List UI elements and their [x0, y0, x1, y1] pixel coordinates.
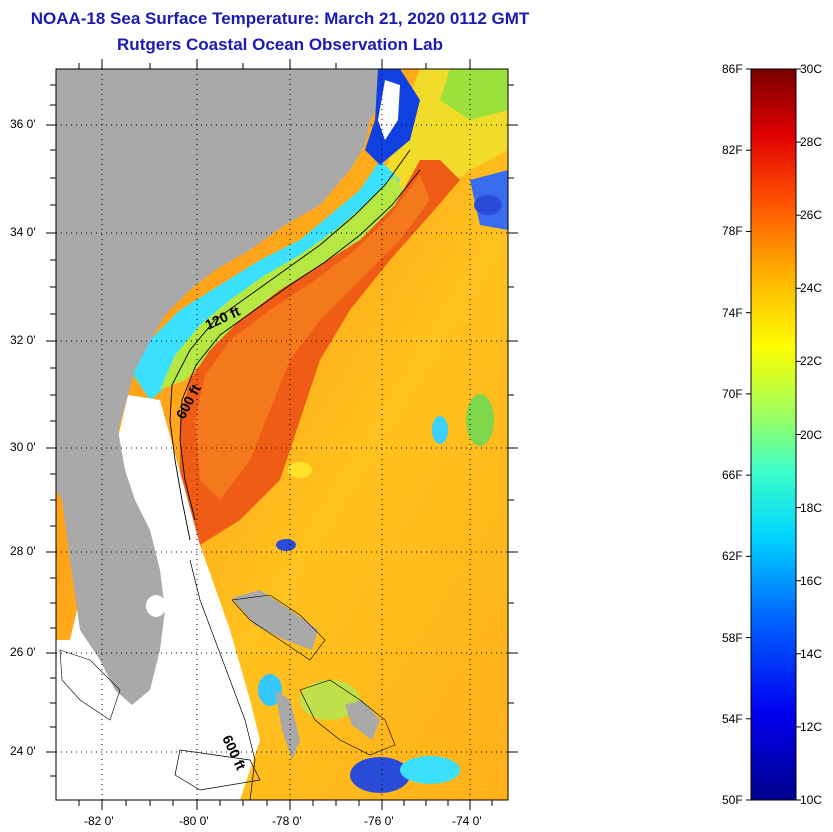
bahamas-islands	[232, 590, 318, 650]
lat-label-36: 36 0'	[10, 117, 36, 131]
colorbar-c-label: 14C	[800, 646, 823, 661]
lon-label-82: -82 0'	[84, 814, 114, 828]
colorbar-c-label: 20C	[800, 427, 823, 442]
lat-label-34: 34 0'	[10, 225, 36, 239]
colorbar-f-label: 50F	[722, 793, 743, 807]
colorbar-f-label: 62F	[722, 549, 743, 564]
colorbar-f-label: 70F	[722, 386, 743, 401]
colorbar-f-label: 74F	[722, 305, 743, 320]
contour-600ft	[179, 169, 421, 521]
map-frame	[55, 68, 509, 801]
colorbar-f-label: 86F	[722, 62, 743, 76]
colorbar	[750, 68, 797, 801]
colorbar-f-label: 66F	[722, 468, 743, 483]
colorbar-c-label: 10C	[800, 793, 823, 807]
colorbar-c-label: 28C	[800, 135, 823, 150]
colorbar-c-label: 26C	[800, 208, 823, 223]
lon-label-78: -78 0'	[272, 814, 302, 828]
colorbar-c-label: 30C	[800, 62, 823, 76]
lon-label-80: -80 0'	[179, 814, 209, 828]
colorbar-f-label: 58F	[722, 630, 743, 645]
lat-label-28: 28 0'	[10, 544, 36, 558]
colorbar-f-label: 82F	[722, 143, 743, 158]
lon-label-76: -76 0'	[364, 814, 394, 828]
map-subtitle: Rutgers Coastal Ocean Observation Lab	[117, 35, 443, 54]
colorbar-f-label: 78F	[722, 224, 743, 239]
colorbar-f-label: 54F	[722, 711, 743, 726]
colorbar-c-label: 24C	[800, 281, 823, 296]
lat-label-26: 26 0'	[10, 645, 36, 659]
colorbar-c-label: 22C	[800, 354, 823, 369]
land-mass	[56, 69, 385, 705]
lat-label-24: 24 0'	[10, 744, 36, 758]
lon-label-74: -74 0'	[452, 814, 482, 828]
colorbar-c-label: 18C	[800, 500, 823, 515]
colorbar-c-label: 12C	[800, 719, 823, 734]
colorbar-c-label: 16C	[800, 573, 823, 588]
lat-label-32: 32 0'	[10, 333, 36, 347]
contour-120ft	[169, 149, 411, 541]
lat-label-30: 30 0'	[10, 440, 36, 454]
map-title: NOAA-18 Sea Surface Temperature: March 2…	[30, 9, 530, 28]
